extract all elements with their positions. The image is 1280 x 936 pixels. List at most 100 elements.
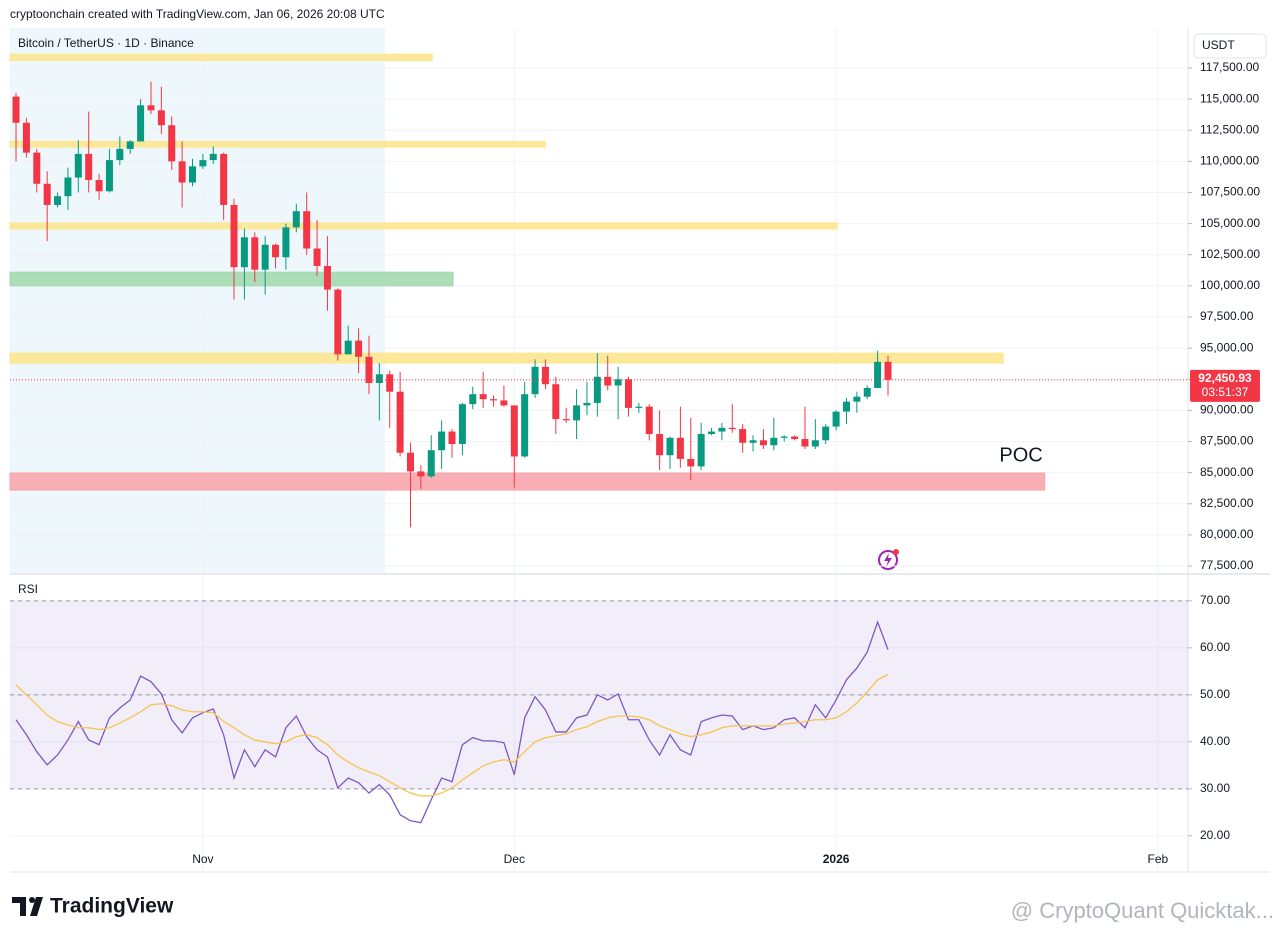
candle-body xyxy=(874,361,882,388)
y-tick-label: 95,000.00 xyxy=(1200,340,1254,354)
price-label-box xyxy=(1190,369,1260,402)
candle-body xyxy=(770,437,778,446)
candle-body xyxy=(43,183,51,205)
candle-body xyxy=(12,96,20,123)
candle-body xyxy=(375,374,383,383)
currency-box[interactable] xyxy=(1193,33,1267,59)
candle-body xyxy=(417,471,425,477)
currency: USDT xyxy=(1202,38,1235,52)
y-tick-label: 40.00 xyxy=(1200,734,1230,748)
candle-body xyxy=(209,153,217,161)
candle-body xyxy=(604,376,612,386)
symbol-title: Bitcoin / TetherUS · 1D · Binance xyxy=(18,36,194,50)
candle-body xyxy=(188,166,196,183)
candle-body xyxy=(562,419,570,421)
candle-body xyxy=(64,177,72,197)
y-tick-label: 107,500.00 xyxy=(1200,185,1260,199)
candle-body xyxy=(116,148,124,161)
candle-body xyxy=(479,394,487,400)
candle-body xyxy=(240,237,248,268)
candle-body xyxy=(853,396,861,402)
candle-body xyxy=(386,374,394,392)
candle-body xyxy=(687,458,695,467)
y-tick-label: 85,000.00 xyxy=(1200,465,1254,479)
y-tick-label: 112,500.00 xyxy=(1200,122,1259,136)
zone xyxy=(9,472,1046,491)
brand-logo[interactable]: TradingView xyxy=(12,895,174,918)
candle-body xyxy=(552,384,560,420)
candle-body xyxy=(54,196,62,205)
candle-body xyxy=(749,440,757,443)
candle-body xyxy=(739,429,747,443)
candle-body xyxy=(282,227,290,258)
candle-body xyxy=(147,105,155,111)
x-tick-label: Nov xyxy=(192,852,213,866)
candle-body xyxy=(105,160,113,192)
rsi-line xyxy=(15,674,889,797)
candle-body xyxy=(272,244,280,258)
candle-body xyxy=(500,400,508,406)
countdown: 03:51:37 xyxy=(1202,385,1249,399)
candle-body xyxy=(614,379,622,386)
candle-body xyxy=(822,426,830,441)
y-tick-label: 82,500.00 xyxy=(1200,496,1254,510)
candle-body xyxy=(573,405,581,421)
candle-body xyxy=(292,211,300,228)
candle-body xyxy=(780,436,788,438)
candle-body xyxy=(884,361,892,380)
y-tick-label: 70.00 xyxy=(1200,593,1230,607)
y-tick-label: 90,000.00 xyxy=(1200,403,1254,417)
zone xyxy=(9,352,1004,364)
flash-dot xyxy=(893,549,899,555)
candle-body xyxy=(313,248,321,266)
candle-body xyxy=(697,434,705,467)
watermark: @ CryptoQuant Quicktak... xyxy=(1011,898,1274,923)
candle-body xyxy=(365,356,373,383)
candle-body xyxy=(791,436,799,440)
rsi-title: RSI xyxy=(18,582,38,596)
y-tick-label: 87,500.00 xyxy=(1200,434,1254,448)
candle-body xyxy=(645,406,653,435)
zone-label: POC xyxy=(999,444,1042,466)
candle-body xyxy=(635,406,643,408)
candle-body xyxy=(157,110,165,126)
candle-body xyxy=(323,265,331,290)
y-tick-label: 110,000.00 xyxy=(1200,154,1259,168)
candle-body xyxy=(842,401,850,412)
zone xyxy=(9,271,454,287)
candle-body xyxy=(220,153,228,205)
candle-body xyxy=(811,440,819,447)
flash-icon[interactable] xyxy=(878,549,899,570)
y-tick-label: 117,500.00 xyxy=(1200,60,1259,74)
rsi-line xyxy=(15,620,889,824)
candle-body xyxy=(168,125,176,162)
candle-body xyxy=(458,404,466,445)
candle-body xyxy=(344,340,352,355)
candle-body xyxy=(510,405,518,457)
rsi-band xyxy=(10,600,1188,789)
candle-body xyxy=(676,437,684,459)
y-tick-label: 97,500.00 xyxy=(1200,309,1254,323)
y-tick-label: 60.00 xyxy=(1200,640,1230,654)
y-tick-label: 77,500.00 xyxy=(1200,558,1254,572)
x-tick-label: 2026 xyxy=(823,852,850,866)
candle-body xyxy=(666,437,674,456)
zone xyxy=(9,140,546,148)
candle-body xyxy=(22,122,30,153)
candle-body xyxy=(832,411,840,427)
zone xyxy=(9,222,838,230)
candle-body xyxy=(863,387,871,397)
candle-body xyxy=(85,153,93,181)
candle-body xyxy=(95,180,103,192)
candle-body xyxy=(656,434,664,456)
credit: cryptoonchain created with TradingView.c… xyxy=(10,7,385,21)
zone xyxy=(9,53,433,61)
candle-body xyxy=(427,450,435,477)
candle-body xyxy=(718,427,726,432)
y-tick-label: 115,000.00 xyxy=(1200,91,1259,105)
y-tick-label: 105,000.00 xyxy=(1200,216,1260,230)
x-tick-label: Feb xyxy=(1148,852,1169,866)
highlight-range xyxy=(10,28,385,573)
candle-body xyxy=(728,427,736,430)
candle-body xyxy=(490,399,498,401)
